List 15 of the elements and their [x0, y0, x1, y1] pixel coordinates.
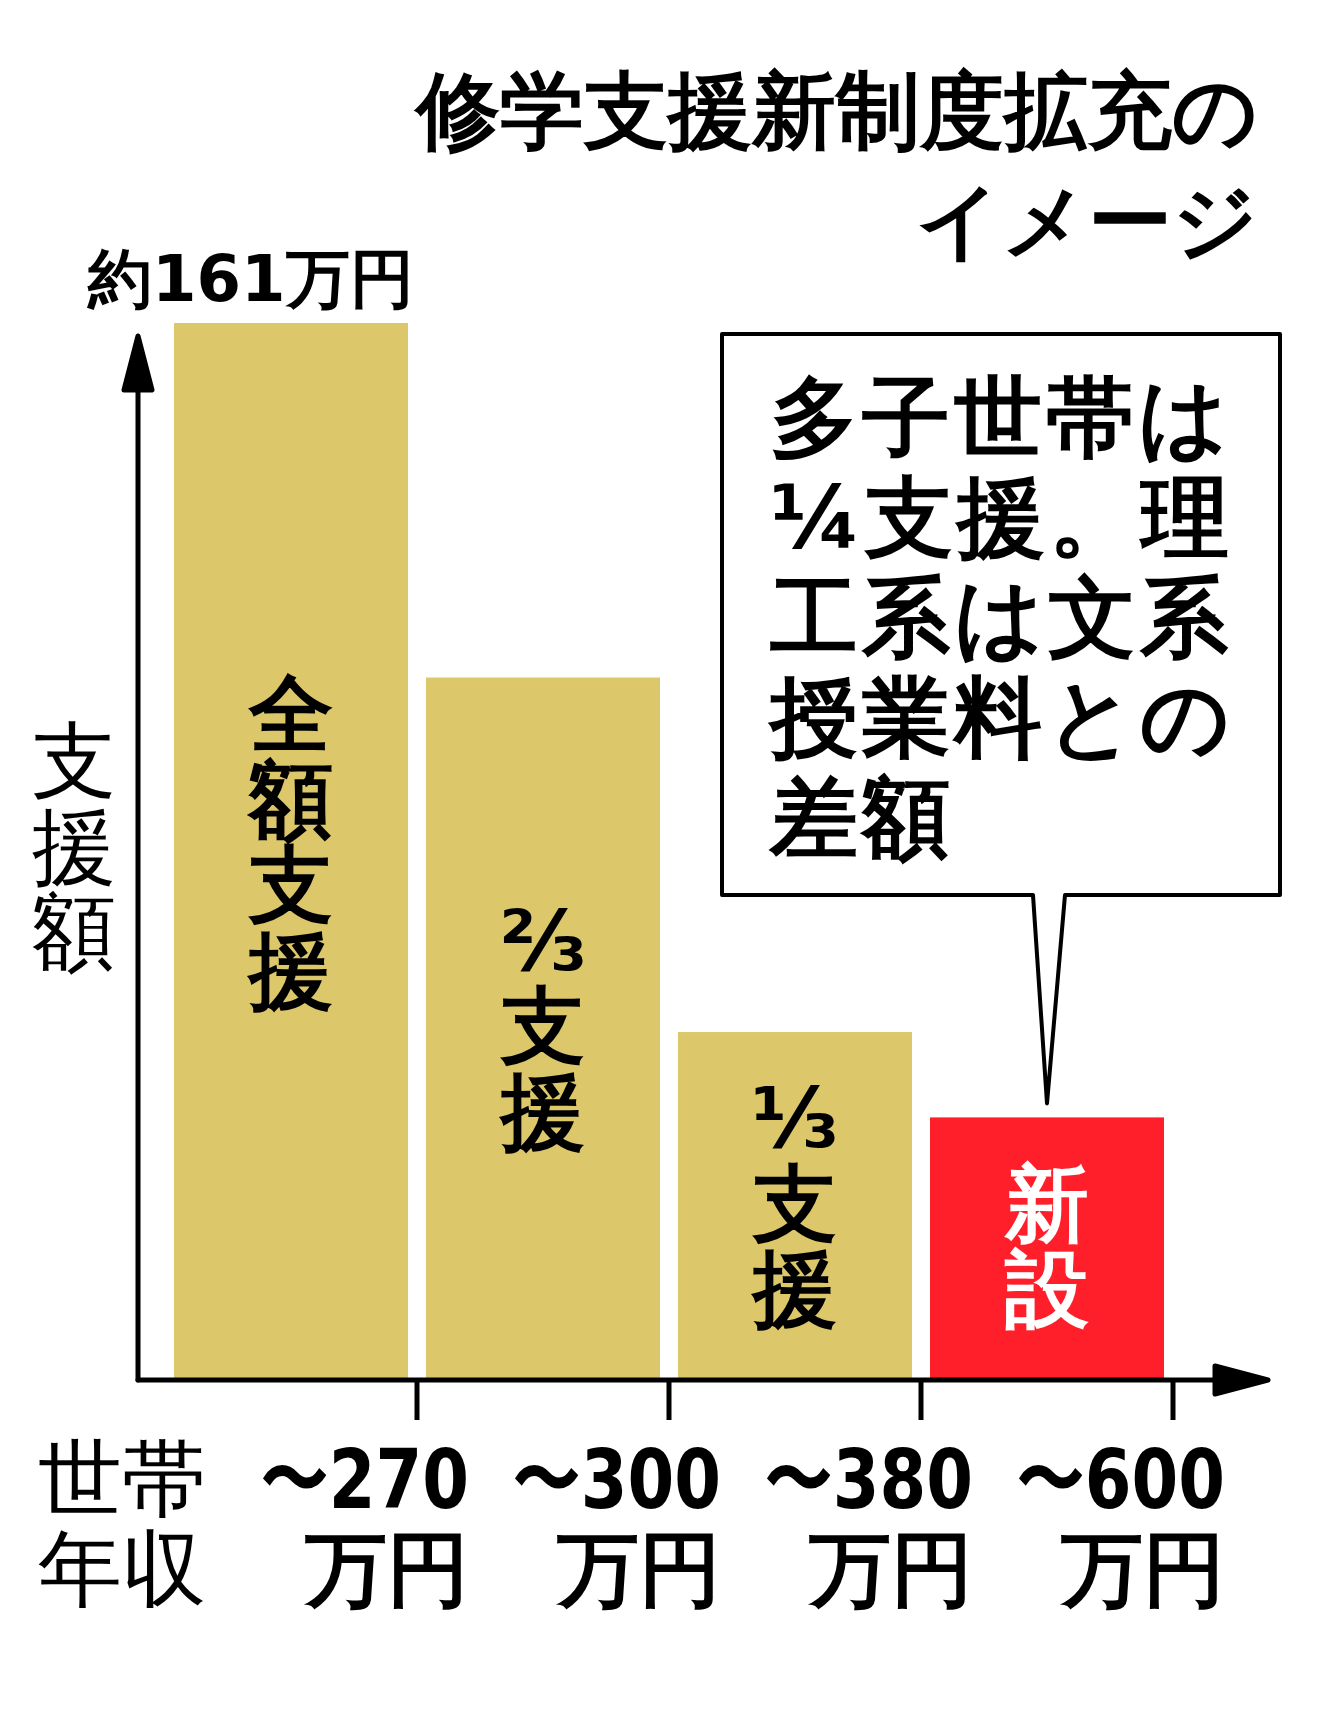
annotation: 多子世帯は¼支援。理工系は文系授業料との差額: [767, 366, 1234, 869]
x-axis-title: 世帯年収: [38, 1430, 206, 1618]
annotation: 全額支援: [246, 665, 333, 1021]
x-tick-label: 〜600万円: [1017, 1431, 1225, 1617]
x-tick-label: 〜270万円: [261, 1431, 469, 1617]
annotation: ⅓支援: [750, 1069, 839, 1339]
annotation: 新設: [1004, 1154, 1089, 1339]
chart-title: 修学支援新制度拡充のイメージ: [413, 62, 1258, 270]
bar: [426, 677, 660, 1380]
bar: [174, 323, 408, 1380]
data-label: 約161万円: [86, 242, 414, 316]
x-tick-label: 〜380万円: [765, 1431, 973, 1617]
x-tick-label: 〜300万円: [513, 1431, 721, 1617]
annotation: ⅔支援: [498, 891, 587, 1162]
y-axis-title: 支援額: [32, 712, 116, 982]
